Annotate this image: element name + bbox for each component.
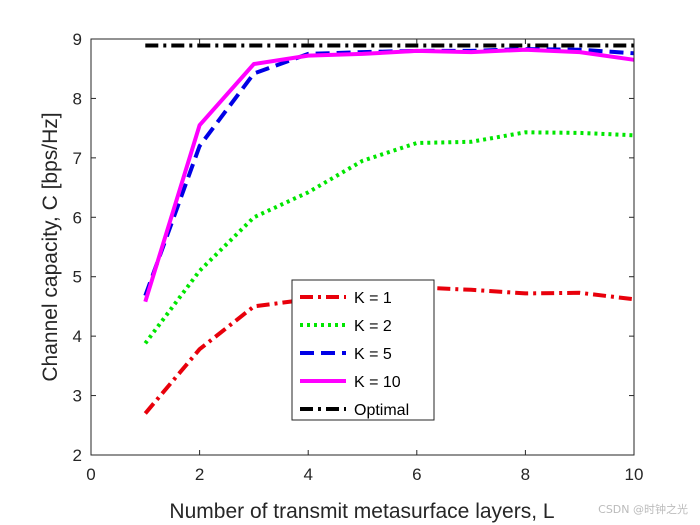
y-tick-label: 5 xyxy=(73,268,82,287)
y-tick-label: 4 xyxy=(73,327,82,346)
x-tick-label: 0 xyxy=(86,465,95,484)
y-tick-label: 9 xyxy=(73,30,82,49)
y-tick-label: 6 xyxy=(73,208,82,227)
y-tick-label: 7 xyxy=(73,149,82,168)
series-line-k-10 xyxy=(143,47,635,303)
legend-label: Optimal xyxy=(354,402,409,419)
x-tick-label: 8 xyxy=(521,465,530,484)
x-tick-label: 6 xyxy=(412,465,421,484)
legend-label: K = 2 xyxy=(354,318,392,335)
axes-frame xyxy=(90,38,635,456)
x-axis-label: Number of transmit metasurface layers, L xyxy=(169,500,554,523)
legend-box xyxy=(291,279,435,421)
y-tick-label: 8 xyxy=(73,89,82,108)
legend-label: K = 10 xyxy=(354,374,401,391)
watermark-text: CSDN @时钟之光 xyxy=(598,503,688,516)
y-axis-label: Channel capacity, C [bps/Hz] xyxy=(39,112,62,381)
x-tick-label: 10 xyxy=(625,465,644,484)
legend-label: K = 5 xyxy=(354,346,392,363)
x-tick-label: 2 xyxy=(195,465,204,484)
series-line-k-2 xyxy=(143,130,635,345)
y-tick-label: 3 xyxy=(73,387,82,406)
legend: K = 1 K = 2 K = 5 K = 10 Optimal xyxy=(291,279,435,421)
legend-label: K = 1 xyxy=(354,290,392,307)
x-tick-label: 4 xyxy=(303,465,312,484)
y-tick-label: 2 xyxy=(73,446,82,465)
